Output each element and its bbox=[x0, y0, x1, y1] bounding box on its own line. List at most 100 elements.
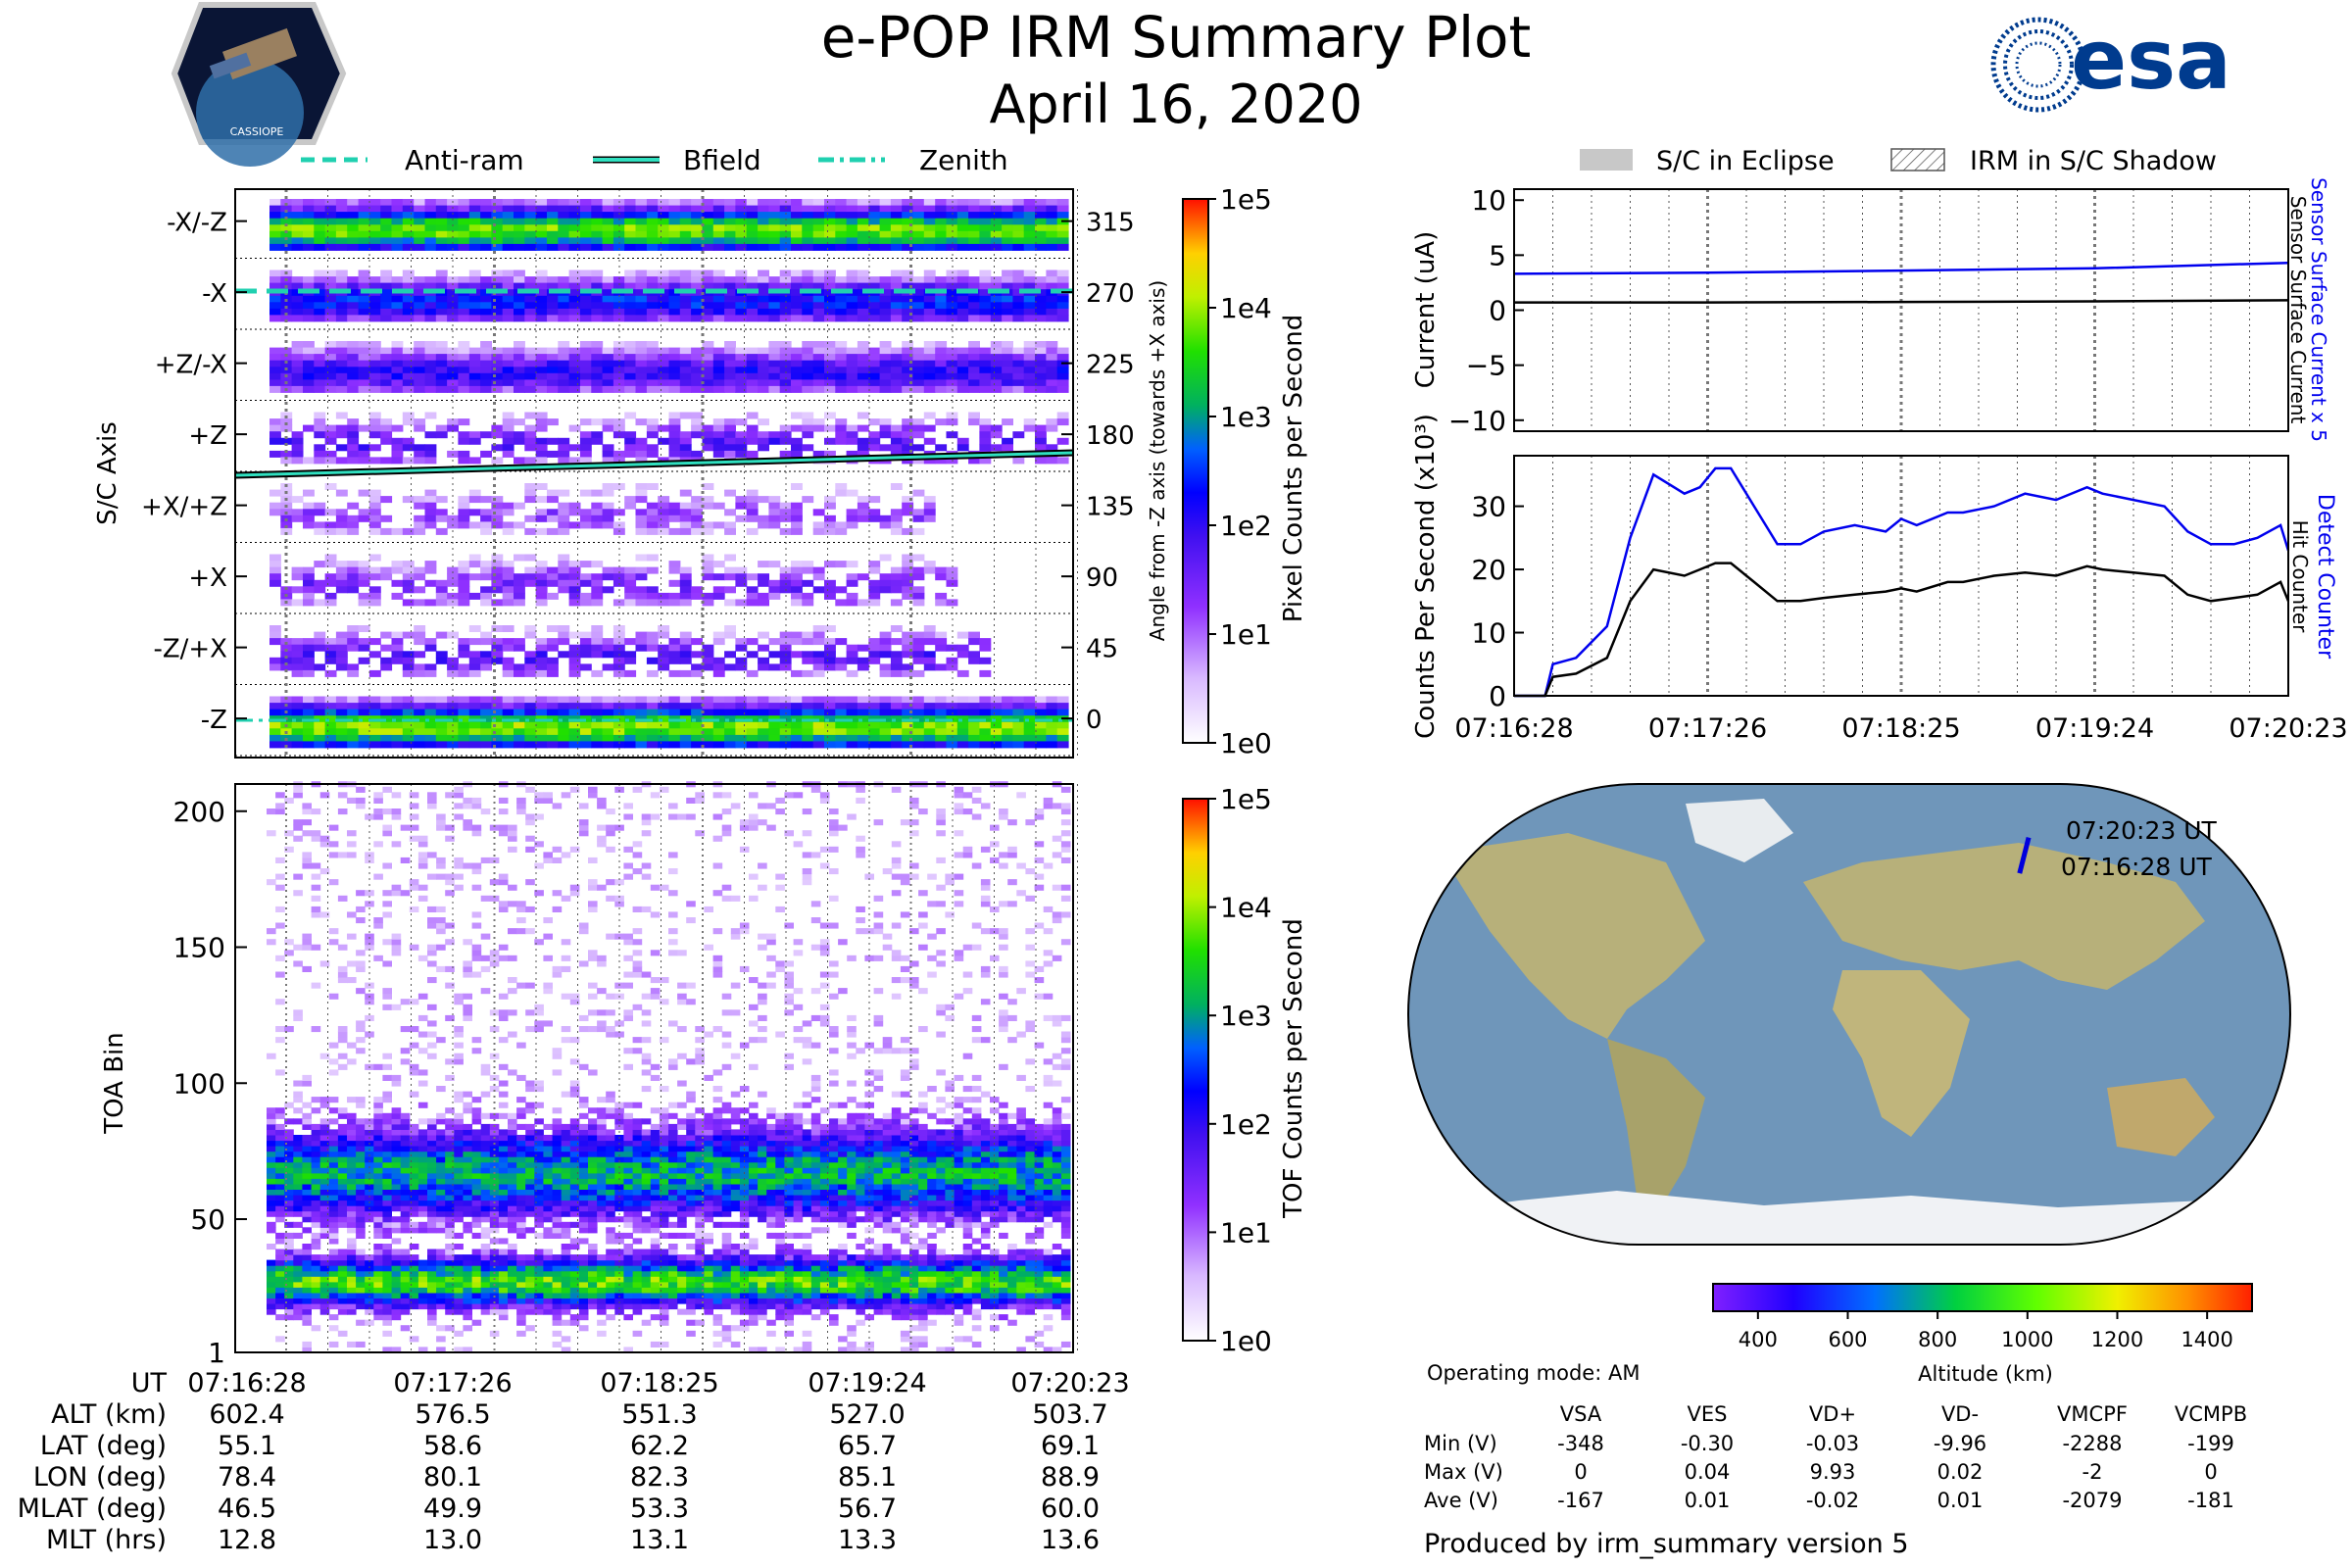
toa-cell bbox=[463, 1254, 472, 1261]
pixel-cell bbox=[602, 230, 614, 238]
pixel-cell bbox=[791, 573, 803, 581]
pixel-cell bbox=[923, 282, 936, 290]
pixel-cell bbox=[857, 282, 869, 290]
pixel-cell bbox=[480, 354, 492, 362]
pixel-cell bbox=[857, 741, 869, 749]
pixel-cell bbox=[535, 734, 548, 742]
pixel-cell bbox=[347, 437, 360, 445]
pixel-cell bbox=[835, 418, 848, 426]
pixel-cell bbox=[735, 657, 748, 664]
pixel-cell bbox=[890, 354, 903, 362]
toa-cell bbox=[445, 890, 455, 897]
pixel-cell bbox=[812, 276, 825, 284]
pixel-cell bbox=[902, 230, 914, 238]
toa-cell bbox=[293, 1276, 303, 1283]
toa-cell bbox=[516, 1298, 526, 1304]
toa-cell bbox=[427, 1020, 437, 1027]
pixel-cell bbox=[324, 367, 337, 374]
pixel-cell bbox=[314, 703, 326, 710]
pixel-cell bbox=[902, 579, 914, 587]
pixel-cell bbox=[735, 354, 748, 362]
pixel-cell bbox=[802, 709, 814, 716]
pixel-cell bbox=[280, 218, 293, 225]
toa-cell bbox=[275, 857, 285, 863]
toa-cell bbox=[356, 917, 366, 924]
toa-cell bbox=[417, 1129, 428, 1136]
pixel-cell bbox=[746, 308, 759, 316]
toa-cell bbox=[356, 1102, 366, 1108]
pixel-cell bbox=[879, 703, 892, 710]
pixel-cell bbox=[535, 289, 548, 297]
pixel-cell bbox=[358, 625, 370, 632]
pixel-cell bbox=[990, 276, 1003, 284]
pixel-cell bbox=[1035, 315, 1047, 322]
toa-cell bbox=[445, 1259, 455, 1266]
pixel-cell bbox=[314, 315, 326, 322]
pixel-cell bbox=[424, 218, 437, 225]
pixel-cell bbox=[812, 270, 825, 277]
toa-cell bbox=[417, 1227, 428, 1234]
pixel-cell bbox=[368, 412, 381, 419]
pixel-cell bbox=[602, 509, 614, 516]
toa-cell bbox=[337, 808, 348, 815]
pixel-cell bbox=[679, 347, 692, 355]
pixel-cell bbox=[758, 444, 769, 452]
toa-cell bbox=[267, 939, 276, 946]
pixel-cell bbox=[435, 354, 448, 362]
toa-cell bbox=[471, 824, 482, 831]
pixel-cell bbox=[779, 237, 792, 245]
toa-cell bbox=[356, 1319, 366, 1326]
pixel-cell bbox=[691, 696, 703, 704]
pixel-cell bbox=[835, 586, 848, 594]
pixel-cell bbox=[724, 450, 736, 458]
toa-cell bbox=[391, 1314, 402, 1321]
toa-cell bbox=[508, 1161, 517, 1168]
toa-cell bbox=[382, 1178, 392, 1185]
pixel-cell bbox=[857, 509, 869, 516]
pixel-cell bbox=[646, 367, 659, 374]
pixel-cell bbox=[568, 237, 581, 245]
pixel-cell bbox=[712, 657, 725, 664]
toa-cell bbox=[391, 1238, 402, 1245]
pixel-cell bbox=[324, 199, 337, 206]
pixel-cell bbox=[691, 715, 703, 723]
pixel-cell bbox=[335, 282, 348, 290]
toa-cell bbox=[436, 1140, 446, 1147]
pixel-cell bbox=[335, 379, 348, 387]
pixel-cell bbox=[712, 638, 725, 646]
pixel-cell bbox=[956, 347, 969, 355]
pixel-cell bbox=[746, 218, 759, 225]
pixel-cell bbox=[568, 561, 581, 568]
pixel-cell bbox=[491, 696, 504, 704]
pixel-cell bbox=[480, 450, 492, 458]
toa-cell bbox=[275, 1276, 285, 1283]
pixel-cell bbox=[646, 703, 659, 710]
toa-cell bbox=[454, 1123, 464, 1130]
pixel-cell bbox=[480, 379, 492, 387]
toa-cell bbox=[302, 1146, 312, 1152]
pixel-cell bbox=[802, 379, 814, 387]
pixel-cell bbox=[414, 631, 426, 639]
pixel-cell bbox=[458, 385, 470, 393]
pixel-cell bbox=[524, 315, 537, 322]
pixel-cell bbox=[802, 592, 814, 600]
pixel-cell bbox=[923, 218, 936, 225]
pixel-cell bbox=[857, 734, 869, 742]
row-label: +X bbox=[188, 564, 227, 593]
pixel-cell bbox=[902, 424, 914, 432]
pixel-cell bbox=[1002, 721, 1013, 729]
pixel-cell bbox=[979, 669, 992, 677]
pixel-cell bbox=[303, 514, 315, 522]
toa-cell bbox=[311, 1292, 321, 1298]
toa-cell bbox=[498, 808, 509, 815]
pixel-cell bbox=[979, 282, 992, 290]
pixel-cell bbox=[291, 496, 304, 504]
pixel-cell bbox=[668, 302, 681, 310]
pixel-cell bbox=[835, 295, 848, 303]
pixel-cell bbox=[923, 315, 936, 322]
pixel-cell bbox=[946, 270, 958, 277]
pixel-cell bbox=[724, 218, 736, 225]
pixel-cell bbox=[935, 379, 948, 387]
pixel-cell bbox=[612, 703, 625, 710]
pixel-cell bbox=[380, 734, 393, 742]
